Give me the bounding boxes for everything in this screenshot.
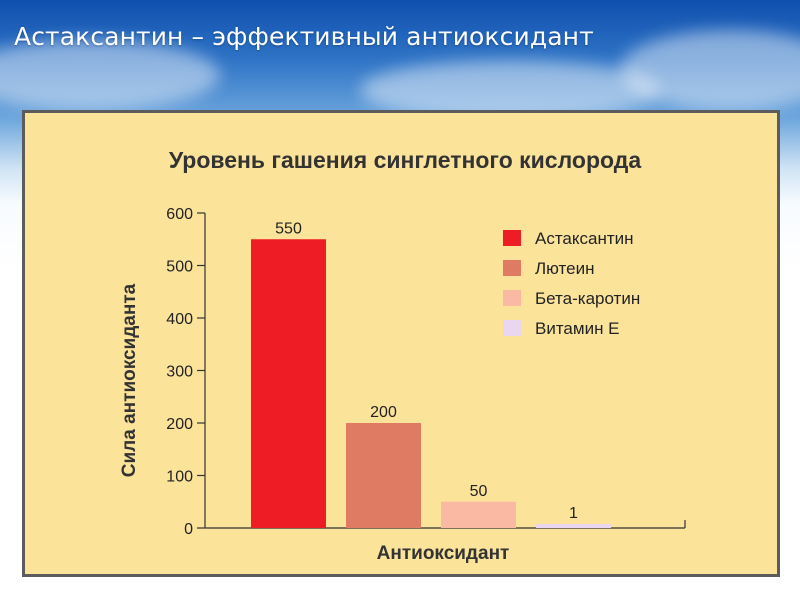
legend-label-3: Бета-каротин (535, 289, 640, 308)
y-axis-label: Сила антиоксиданта (119, 283, 140, 477)
legend-swatch-2 (503, 260, 521, 276)
legend-label-1: Астаксантин (535, 229, 634, 248)
y-tick-label: 500 (166, 259, 193, 276)
legend-swatch-1 (503, 230, 521, 246)
y-tick-label: 300 (166, 364, 193, 381)
bar-data-label: 200 (370, 404, 397, 421)
bar-1 (251, 239, 326, 528)
y-tick-label: 100 (166, 469, 193, 486)
bar-data-label: 1 (569, 505, 578, 522)
bar-chart: Уровень гашения синглетного кислорода 0 10… (119, 147, 686, 564)
legend-swatch-3 (503, 290, 521, 306)
bar-4 (536, 524, 611, 528)
x-axis-label: Антиоксидант (377, 543, 510, 564)
chart-panel: Уровень гашения синглетного кислорода 0 10… (22, 110, 780, 577)
sky-cloud (0, 40, 220, 110)
y-tick-label: 0 (184, 521, 193, 538)
bar-2 (346, 423, 421, 528)
chart-title: Уровень гашения синглетного кислорода (169, 147, 641, 173)
legend-label-2: Лютеин (535, 259, 594, 278)
slide-title: Астаксантин – эффективный антиоксидант (14, 22, 594, 51)
y-tick-label: 200 (166, 416, 193, 433)
sky-cloud (620, 30, 800, 110)
y-tick-label: 400 (166, 311, 193, 328)
legend-label-4: Витамин Е (535, 319, 620, 338)
bar-data-label: 50 (470, 483, 488, 500)
bar-data-label: 550 (275, 220, 302, 237)
legend-swatch-4 (503, 320, 521, 336)
y-tick-label: 600 (166, 206, 193, 223)
bar-3 (441, 501, 516, 528)
